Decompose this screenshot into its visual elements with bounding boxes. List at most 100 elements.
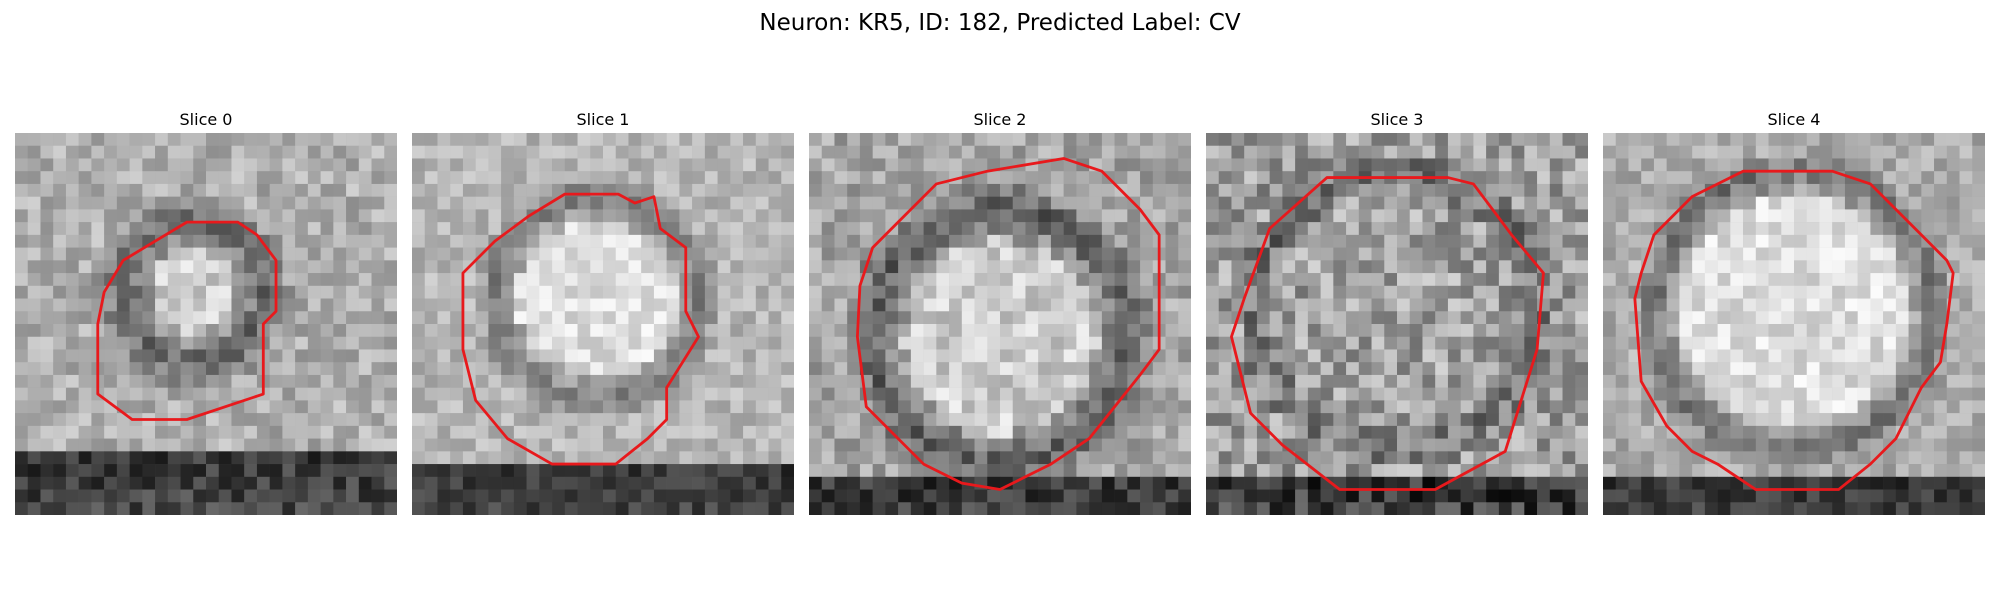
pixel: [244, 451, 258, 465]
pixel: [1050, 425, 1064, 439]
pixel: [974, 209, 988, 223]
pixel: [27, 387, 41, 401]
pixel: [424, 362, 438, 376]
pixel: [231, 324, 245, 337]
pixel: [513, 234, 527, 248]
pixel: [1038, 285, 1052, 299]
pixel: [1269, 183, 1283, 197]
pixel: [346, 413, 360, 427]
pixel: [1781, 413, 1795, 427]
pixel: [628, 158, 642, 172]
pixel: [1615, 502, 1629, 515]
pixel: [1473, 133, 1487, 146]
pixel: [641, 222, 655, 236]
pixel: [104, 489, 118, 503]
pixel: [1781, 158, 1795, 172]
pixel: [116, 425, 130, 439]
pixel: [936, 349, 950, 363]
pixel: [91, 400, 105, 414]
pixel: [333, 400, 347, 414]
pixel: [1295, 476, 1309, 490]
pixel: [1972, 133, 1985, 146]
pixel: [1140, 489, 1154, 503]
pixel: [475, 273, 489, 287]
pixel: [437, 489, 451, 503]
pixel: [1206, 183, 1219, 197]
pixel: [692, 247, 706, 261]
pixel: [142, 489, 156, 503]
pixel: [1422, 298, 1436, 312]
pixel: [615, 413, 629, 427]
pixel: [1794, 183, 1807, 197]
pixel: [346, 451, 360, 465]
pixel: [936, 451, 950, 465]
pixel: [717, 451, 731, 465]
pixel: [987, 171, 1001, 185]
pixel: [1206, 158, 1219, 172]
pixel: [488, 400, 502, 414]
pixel: [1844, 489, 1858, 503]
pixel: [269, 476, 283, 490]
pixel: [1832, 464, 1846, 478]
pixel: [1000, 400, 1013, 414]
pixel: [346, 171, 360, 185]
pixel: [295, 298, 309, 312]
pixel: [256, 502, 270, 515]
pixel: [1537, 222, 1551, 236]
pixel: [244, 209, 258, 223]
pixel: [1346, 273, 1360, 287]
pixel: [923, 311, 937, 325]
pixel: [231, 336, 245, 350]
pixel: [129, 374, 143, 388]
pixel: [526, 222, 540, 236]
pixel: [295, 476, 309, 490]
pixel: [1384, 438, 1398, 452]
pixel: [1768, 183, 1782, 197]
pixel: [743, 145, 757, 159]
pixel: [1244, 324, 1258, 337]
pixel: [1653, 133, 1667, 146]
pixel: [371, 374, 385, 388]
pixel: [1165, 158, 1179, 172]
pixel: [1460, 209, 1474, 223]
pixel: [1524, 209, 1538, 223]
pixel: [501, 133, 515, 146]
pixel: [488, 311, 502, 325]
pixel: [1908, 374, 1922, 388]
pixel: [809, 311, 822, 325]
pixel: [885, 196, 899, 210]
pixel: [1768, 158, 1782, 172]
pixel: [358, 133, 372, 146]
pixel: [847, 196, 861, 210]
pixel: [167, 349, 181, 363]
pixel: [1730, 489, 1744, 503]
pixel: [384, 133, 397, 146]
pixel: [384, 273, 397, 287]
pixel: [603, 489, 616, 503]
pixel: [1050, 234, 1064, 248]
pixel: [1549, 247, 1563, 261]
pixel: [1511, 196, 1525, 210]
pixel: [1089, 145, 1103, 159]
pixel: [1358, 425, 1372, 439]
pixel: [1755, 183, 1769, 197]
pixel: [1819, 285, 1833, 299]
pixel: [1575, 451, 1588, 465]
pixel: [1244, 438, 1258, 452]
pixel: [1921, 324, 1935, 337]
pixel: [320, 349, 334, 363]
pixel: [1653, 298, 1667, 312]
pixel: [679, 425, 693, 439]
pixel: [1371, 196, 1385, 210]
pixel: [526, 145, 540, 159]
pixel: [1000, 183, 1013, 197]
pixel: [692, 196, 706, 210]
pixel: [1114, 234, 1128, 248]
pixel: [923, 451, 937, 465]
pixel: [539, 311, 553, 325]
pixel: [437, 285, 451, 299]
pixel: [15, 247, 28, 261]
pixel: [358, 425, 372, 439]
pixel: [1946, 464, 1960, 478]
pixel: [1755, 438, 1769, 452]
